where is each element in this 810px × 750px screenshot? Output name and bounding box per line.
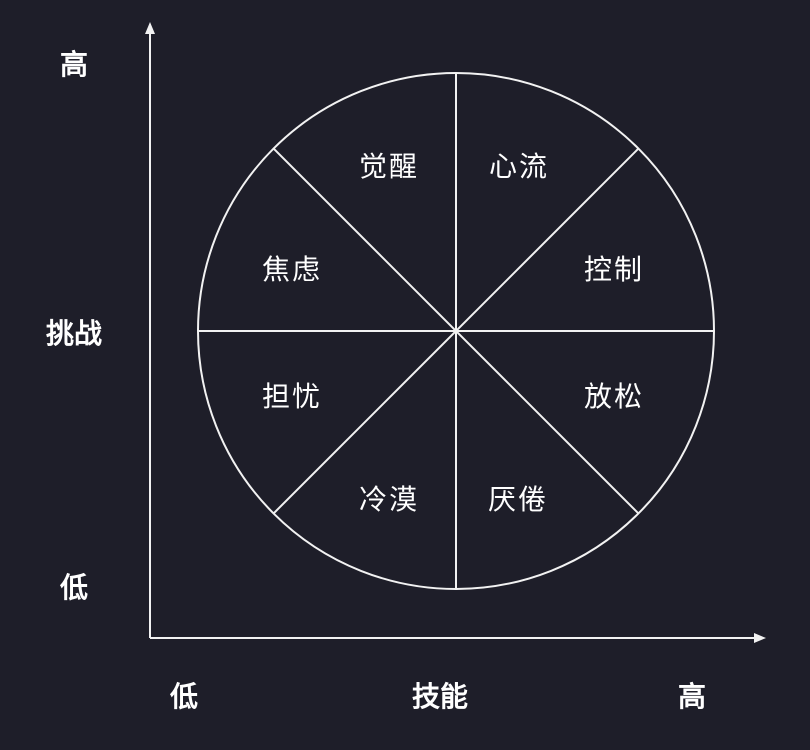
y-axis-low-label: 低 [59, 571, 88, 604]
x-axis-high-label: 高 [678, 680, 706, 713]
sector-label-control: 控制 [584, 253, 644, 286]
sector-label-relaxation: 放松 [584, 380, 644, 413]
sector-label-worry: 担忧 [262, 380, 322, 413]
x-axis-arrow-icon [754, 633, 766, 643]
sector-label-boredom: 厌倦 [488, 483, 548, 516]
sector-label-flow: 心流 [489, 150, 549, 183]
emotion-wheel [197, 72, 715, 590]
y-axis-title: 挑战 [46, 317, 102, 350]
sector-label-arousal: 觉醒 [359, 150, 419, 183]
y-axis-arrow-icon [145, 22, 155, 34]
y-axis-high-label: 高 [60, 48, 88, 81]
sector-label-apathy: 冷漠 [359, 483, 419, 516]
x-axis-title: 技能 [412, 680, 468, 713]
sector-label-anxiety: 焦虑 [262, 253, 322, 286]
sector-labels: 心流 控制 放松 厌倦 冷漠 担忧 焦虑 觉醒 [262, 150, 644, 516]
axes [145, 22, 766, 643]
x-axis-low-label: 低 [169, 680, 198, 713]
divider-diagonal-down [272, 147, 640, 515]
